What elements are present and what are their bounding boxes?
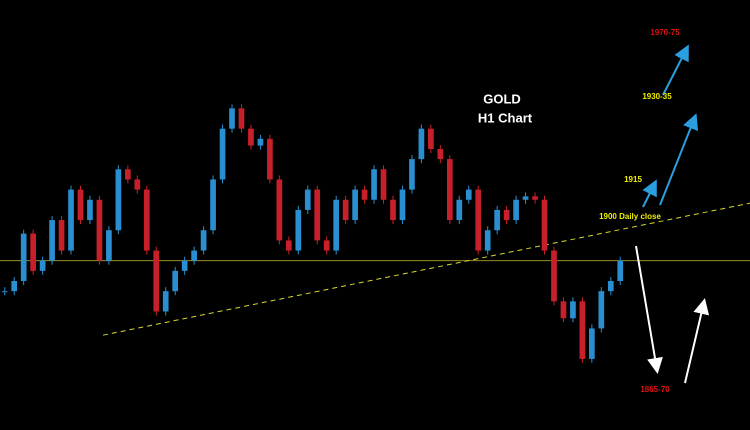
candle (87, 199, 93, 221)
candle (125, 169, 131, 180)
trendline (102, 202, 750, 336)
candle (134, 179, 141, 190)
arrow (659, 113, 698, 206)
candle (541, 199, 548, 251)
candle (494, 209, 500, 231)
arrow (662, 44, 689, 96)
arrow (635, 245, 663, 374)
candle (598, 291, 605, 329)
candle (58, 220, 65, 251)
candle (11, 281, 18, 292)
candle (579, 301, 586, 359)
candle (238, 108, 245, 129)
candle (115, 169, 122, 231)
annotation: 1865-70 (640, 385, 670, 394)
candle (20, 233, 27, 282)
candle (191, 250, 197, 261)
candle (210, 179, 216, 231)
candle (446, 159, 453, 221)
candle (522, 196, 529, 200)
candle (200, 230, 207, 251)
candle (172, 270, 179, 292)
candle (428, 128, 434, 149)
candle (532, 196, 538, 200)
candle (352, 189, 358, 221)
arrow (684, 298, 710, 384)
plot (0, 104, 750, 363)
candle (314, 189, 321, 241)
candle (267, 138, 273, 180)
annotation: 1970-75 (650, 28, 680, 37)
candle (617, 260, 624, 282)
candle (257, 138, 264, 146)
annotation: 1930-35 (642, 92, 672, 101)
candle (551, 250, 557, 302)
candle (484, 230, 491, 251)
annotation: 1900 Daily close (599, 212, 661, 221)
candle (607, 281, 614, 292)
candle (77, 189, 84, 221)
candle (295, 209, 302, 251)
candle (248, 128, 254, 146)
candle (437, 148, 444, 160)
subtitle: H1 Chart (478, 110, 533, 125)
candle (162, 291, 169, 312)
candle (153, 250, 160, 312)
candle (361, 189, 368, 200)
candle (49, 220, 55, 261)
candle (513, 199, 519, 221)
candle (219, 128, 226, 180)
arrow (642, 179, 657, 208)
candle (371, 169, 377, 200)
candle (39, 260, 46, 271)
candle (181, 260, 188, 271)
candle (399, 189, 406, 221)
candle (475, 189, 482, 251)
candle (276, 179, 283, 241)
candle (380, 169, 387, 200)
candle (465, 189, 472, 200)
candle (456, 199, 463, 221)
candle (30, 233, 36, 271)
candle (560, 301, 567, 319)
candle (1, 291, 8, 293)
candle (570, 301, 576, 319)
candle (333, 199, 340, 251)
title: GOLD (483, 91, 521, 106)
candle (68, 189, 74, 251)
candle (304, 189, 311, 210)
candle (229, 108, 235, 129)
candle (589, 328, 595, 359)
candle (418, 128, 425, 160)
annotation: 1915 (624, 175, 642, 184)
candle (503, 209, 510, 221)
candle (409, 159, 415, 190)
candle (285, 240, 292, 251)
candle (342, 199, 349, 221)
candle (323, 240, 330, 251)
candle (143, 189, 150, 251)
candle (96, 199, 103, 261)
candle (106, 230, 112, 261)
candle (390, 199, 396, 221)
